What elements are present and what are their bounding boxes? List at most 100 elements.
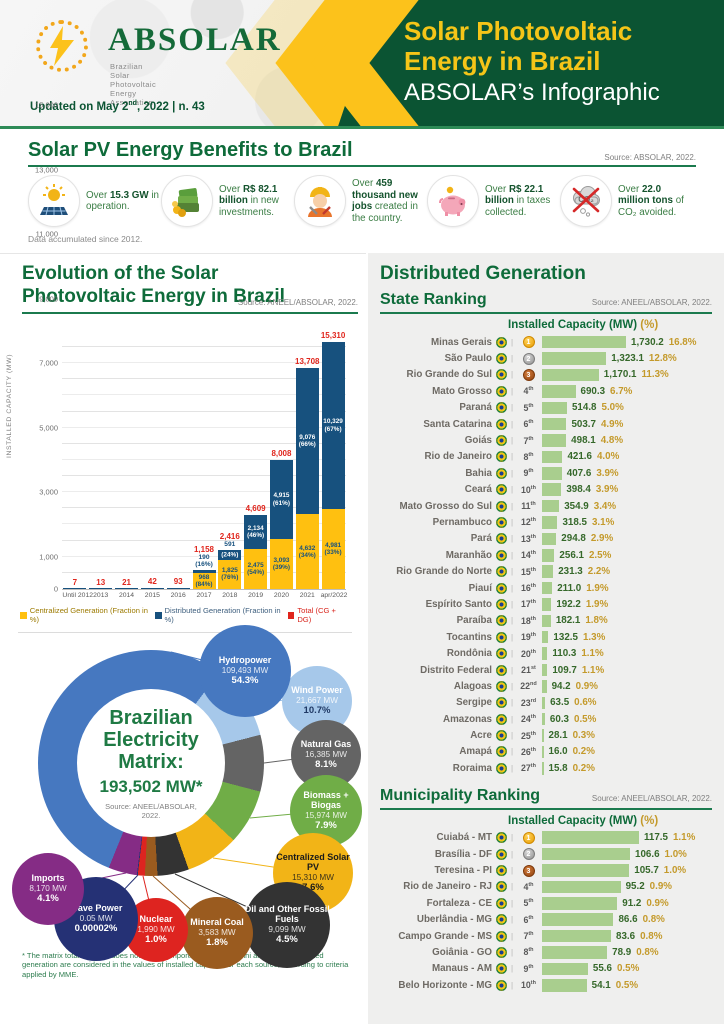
- flag-icon: [496, 631, 507, 643]
- y-tick-label: 1,000: [39, 552, 58, 562]
- rank-percent: 0.9%: [575, 680, 598, 692]
- rank-bar: [542, 663, 548, 677]
- state-row: Ceará | 10th 398.4 3.9%: [380, 482, 712, 498]
- rank-percent: 2.2%: [587, 566, 611, 578]
- rank-separator: |: [510, 898, 514, 908]
- rank-badge: 22nd: [520, 681, 537, 692]
- rank-badge: 3: [517, 368, 540, 381]
- distributed-segment: 9,076 (66%): [295, 367, 319, 515]
- benefits-underline: [28, 165, 696, 167]
- distributed-segment: 2,134 (46%): [244, 514, 268, 550]
- bubble-pct: 0.00002%: [74, 923, 118, 935]
- rank-percent: 2.5%: [588, 549, 612, 561]
- state-row: Paraná | 5th 514.8 5.0%: [380, 400, 712, 416]
- rank-separator: |: [510, 866, 514, 876]
- rank-row-name: Manaus - AM: [431, 963, 492, 975]
- flag-icon: [496, 402, 507, 414]
- gridline: 3,000: [39, 488, 346, 541]
- rank-value: 109.7: [552, 664, 577, 676]
- rank-bar: [542, 831, 639, 844]
- bubble-mw: 9,099 MW: [268, 925, 306, 934]
- rank-value: 91.2: [622, 897, 642, 909]
- gridline: 7,000: [39, 359, 346, 477]
- rank-percent: 12.8%: [648, 353, 677, 365]
- rank-separator: |: [510, 665, 514, 675]
- matrix-total: 193,502 MW*: [99, 776, 203, 796]
- stacked-bar: 93: [166, 577, 190, 589]
- flag-icon: [496, 353, 507, 365]
- flag-icon: [496, 615, 507, 627]
- rank-percent: 0.2%: [572, 746, 595, 758]
- rank-value: 690.3: [580, 385, 606, 397]
- rank-separator: |: [510, 337, 514, 347]
- rank-bar: [542, 565, 554, 578]
- rank-badge: 4th: [523, 881, 534, 892]
- rank-bar: [542, 598, 552, 611]
- rank-row-name: Uberlândia - MG: [416, 914, 492, 926]
- rank-separator: |: [510, 403, 514, 413]
- municipality-row: Rio de Janeiro - RJ | 4th 95.2 0.9%: [380, 879, 712, 895]
- benefit-text: Over 15.3 GW in operation.: [86, 189, 159, 213]
- rank-value: 231.3: [558, 566, 583, 578]
- piggy-bank-icon: [427, 175, 479, 227]
- evolution-underline: [22, 312, 358, 314]
- rank-badge: 18th: [521, 615, 536, 626]
- rank-value: 498.1: [571, 435, 596, 447]
- flag-icon: [496, 500, 507, 512]
- flag-icon: [496, 385, 507, 397]
- flag-icon: [496, 566, 507, 578]
- state-row: Sergipe | 23rd 63.5 0.6%: [380, 695, 712, 711]
- centralized-segment: 4,632 (34%): [295, 514, 319, 589]
- rank-value: 407.6: [566, 467, 592, 479]
- rank-percent: 0.9%: [649, 881, 672, 893]
- rank-bar: [542, 352, 607, 365]
- rank-separator: |: [510, 501, 514, 511]
- rank-badge: 9th: [523, 468, 534, 479]
- state-row: Amapá | 26th 16.0 0.2%: [380, 744, 712, 760]
- rank-badge: 11th: [521, 501, 536, 512]
- benefits-title: Solar PV Energy Benefits to Brazil: [28, 139, 353, 161]
- total-label: 42: [147, 577, 157, 587]
- bubble-pct: 8.1%: [315, 759, 337, 771]
- total-label: 7: [72, 577, 78, 587]
- distributed-label: 2,134 (46%): [247, 524, 265, 539]
- centralized-label: 968 (84%): [195, 573, 213, 589]
- state-row: Espírito Santo | 17th 192.2 1.9%: [380, 596, 712, 612]
- y-tick-label: 3,000: [39, 487, 58, 497]
- rank-percent: 6.7%: [610, 385, 633, 397]
- rank-bar: [542, 450, 563, 464]
- benefit-item: Over R$ 22.1 billion in taxes collected.: [427, 175, 560, 227]
- rank-badge: 5th: [523, 898, 534, 909]
- rank-separator: |: [510, 833, 514, 843]
- rank-separator: |: [510, 370, 514, 380]
- rank-row-name: Paraíba: [456, 615, 492, 627]
- rank-bar: [542, 467, 562, 480]
- gridline: 15,000: [35, 101, 346, 348]
- rank-row-name: Amazonas: [443, 713, 492, 725]
- rank-percent: 1.1%: [672, 832, 696, 844]
- stacked-bar: 1,825 (76%) (24%) 2,416 591: [218, 532, 242, 589]
- rank-value: 117.5: [644, 832, 668, 844]
- benefit-text: Over 459 thousand new jobs created in th…: [352, 178, 418, 224]
- municipality-row: Cuiabá - MT | 1 117.5 1.1%: [380, 830, 712, 846]
- benefit-text: Over R$ 22.1 billion in taxes collected.: [485, 183, 551, 218]
- municipality-row: Teresina - PI | 3 105.7 1.0%: [380, 862, 712, 878]
- rank-percent: 3.1%: [591, 516, 615, 528]
- rank-bar: [542, 483, 562, 496]
- y-tick-label: 13,000: [35, 165, 58, 175]
- donut-center: Brazilian Electricity Matrix: 193,502 MW…: [77, 689, 225, 837]
- rank-row-name: Rio de Janeiro: [424, 451, 492, 463]
- rank-bar: [542, 864, 630, 877]
- rank-value: 211.0: [557, 582, 582, 594]
- rank-value: 55.6: [592, 963, 612, 975]
- distributed-label: 4,915 (61%): [272, 492, 290, 507]
- rank-value: 1,323.1: [611, 353, 644, 365]
- flag-icon: [496, 832, 507, 844]
- state-row: Minas Gerais | 1 1,730.2 16.8%: [380, 334, 712, 350]
- rank-separator: |: [510, 964, 514, 974]
- state-row: Pernambuco | 12th 318.5 3.1%: [380, 514, 712, 530]
- rank-row-name: Brasília - DF: [434, 848, 492, 860]
- bar-top-labels: 21: [106, 578, 147, 587]
- rank-badge: 6th: [523, 914, 534, 925]
